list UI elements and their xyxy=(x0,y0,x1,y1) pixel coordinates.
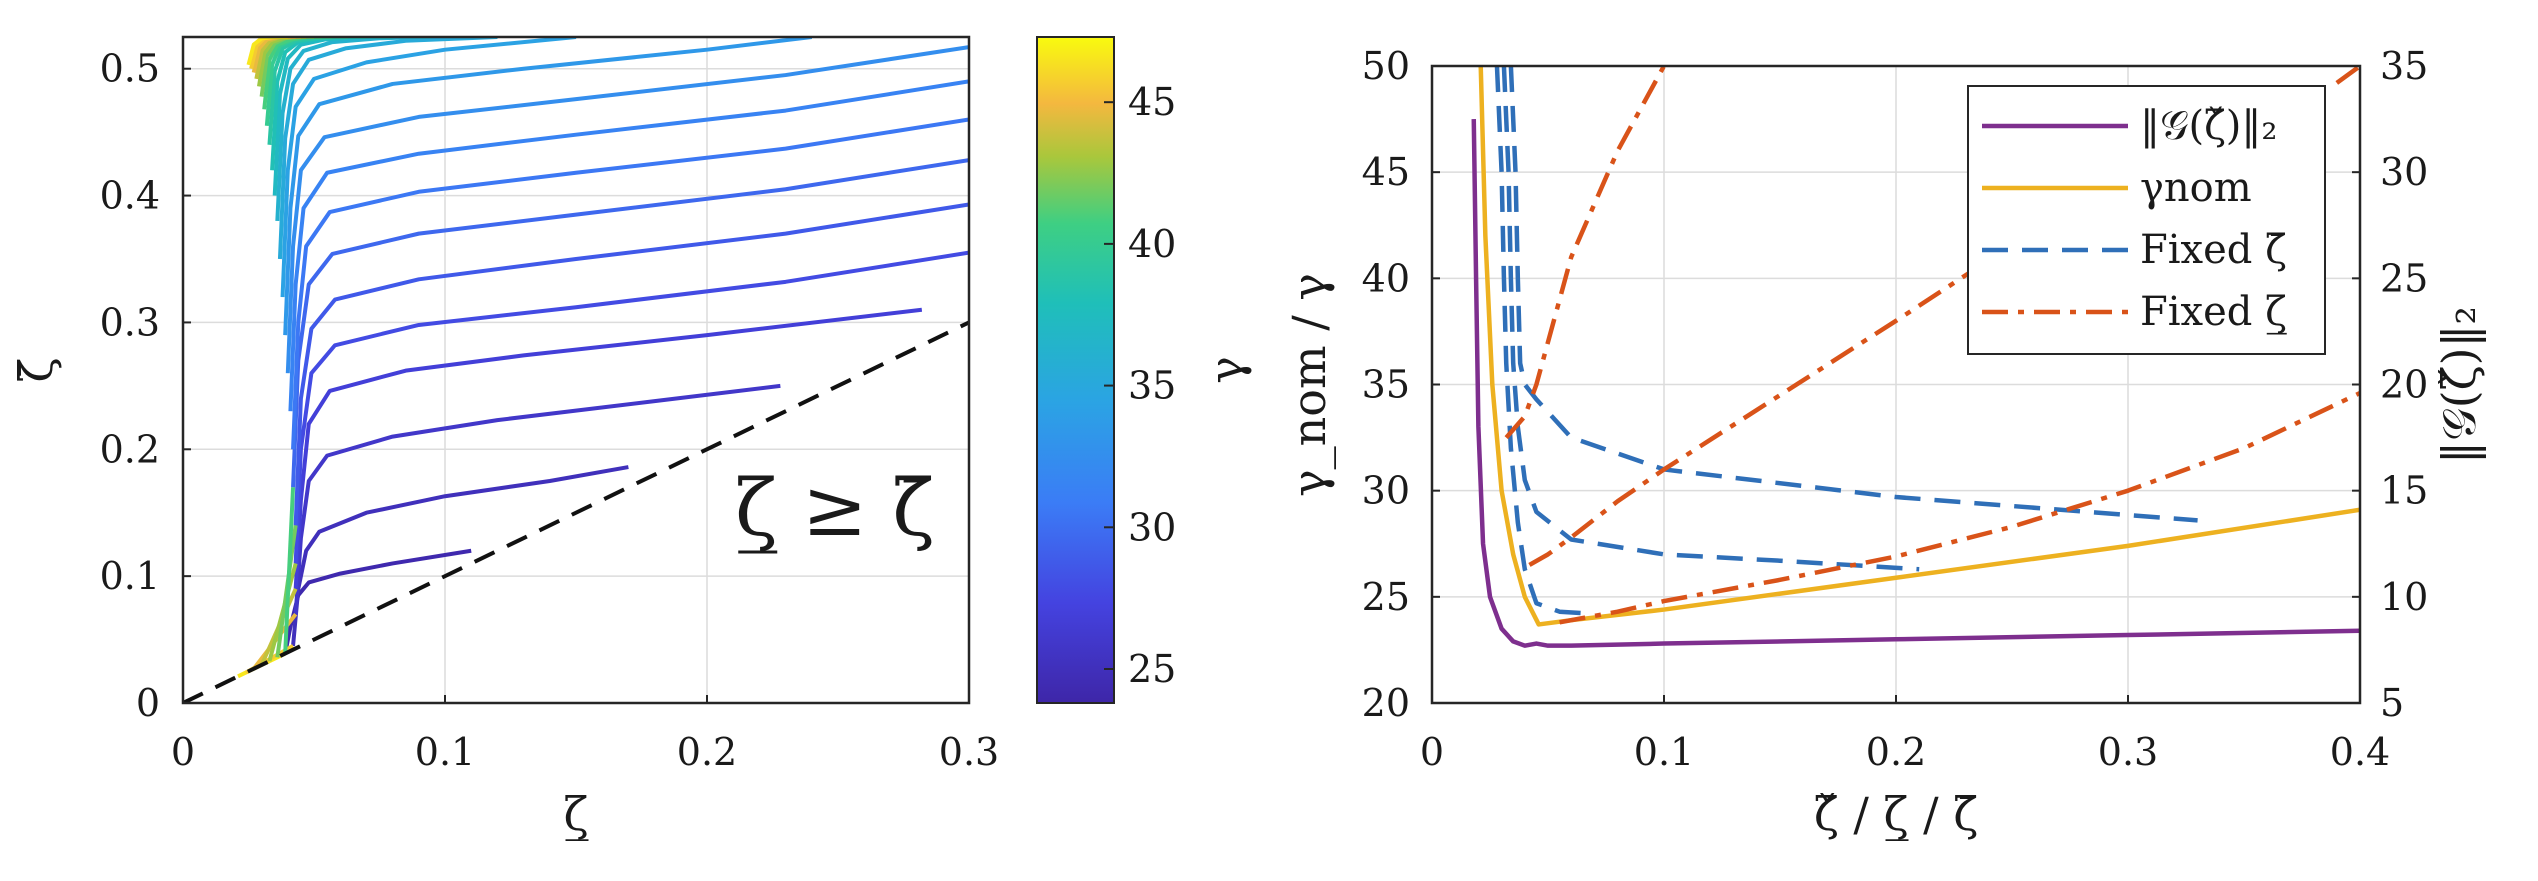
right-chart: 0 0.1 0.2 0.3 0.4 20 25 30 35 40 45 50 5 10 15 20 25 30 35… xyxy=(1282,44,2486,841)
left-ytick-label: 0.4 xyxy=(100,174,160,218)
gamma-curve xyxy=(280,37,577,298)
gamma-curve xyxy=(272,37,393,196)
right-y2label: ‖𝒢(ζ̌)‖₂ xyxy=(2432,306,2486,464)
gamma-curve xyxy=(254,37,301,80)
colorbar-tick-label: 45 xyxy=(1128,80,1176,124)
right-xtick-label: 0 xyxy=(1420,730,1444,774)
right-y2tick-label: 25 xyxy=(2380,256,2428,300)
right-ylabel: γ_nom / γ xyxy=(1282,273,1336,497)
right-y2tick-label: 10 xyxy=(2380,575,2428,619)
series-line xyxy=(1494,66,1595,617)
right-xtick-label: 0.4 xyxy=(2330,730,2390,774)
gamma-curve xyxy=(277,37,498,260)
legend-label: ‖𝒢(ζ̌)‖₂ xyxy=(2140,103,2277,149)
colorbar-ticks: 25 30 35 40 45 xyxy=(1104,80,1176,691)
series-line xyxy=(1508,66,2198,523)
right-y2tick-label: 30 xyxy=(2380,150,2428,194)
colorbar-gradient xyxy=(1036,36,1115,704)
right-ytick-label: 20 xyxy=(1362,681,1410,725)
gamma-curve xyxy=(293,202,969,526)
right-tick-labels: 0 0.1 0.2 0.3 0.4 20 25 30 35 40 45 50 5 10 15 20 25 30 35 xyxy=(1362,44,2429,774)
series-line xyxy=(1478,66,2360,627)
boundary-line xyxy=(183,320,969,703)
legend-label: Fixed ζ̄ xyxy=(2140,227,2287,273)
colorbar-tick-label: 30 xyxy=(1128,505,1176,549)
gamma-curve xyxy=(249,37,291,70)
left-annotation: ζ̲ ≥ ζ̄ xyxy=(735,464,935,554)
gamma-curve xyxy=(288,79,969,412)
colorbar-label: γ xyxy=(1199,356,1253,384)
left-curves xyxy=(183,37,969,703)
gamma-curve xyxy=(291,465,629,647)
series-line xyxy=(1471,119,2360,648)
gamma-curve xyxy=(293,383,781,615)
right-ytick-label: 30 xyxy=(1362,469,1410,513)
series-line xyxy=(1559,390,2360,625)
right-xtick-label: 0.2 xyxy=(1866,730,1926,774)
right-ytick-label: 50 xyxy=(1362,44,1410,88)
left-xtick-label: 0 xyxy=(171,730,195,774)
series-line xyxy=(1528,212,2060,567)
series-line xyxy=(1501,66,1920,572)
right-ytick-label: 35 xyxy=(1362,363,1410,407)
left-ytick-label: 0.3 xyxy=(100,300,160,344)
legend-label: γnom xyxy=(2140,165,2252,211)
right-xtick-label: 0.1 xyxy=(1634,730,1694,774)
gamma-curve xyxy=(291,117,969,450)
right-curves xyxy=(1471,66,2360,648)
gamma-curve xyxy=(293,307,923,589)
gamma-curve xyxy=(246,37,288,66)
colorbar-tick-label: 40 xyxy=(1128,222,1176,266)
gamma-curve xyxy=(251,37,296,73)
right-ytick-label: 40 xyxy=(1362,256,1410,300)
right-y2tick-label: 20 xyxy=(2380,363,2428,407)
left-ytick-label: 0.1 xyxy=(100,554,160,598)
legend: ‖𝒢(ζ̌)‖₂ γnom Fixed ζ̄ Fixed ζ̲ xyxy=(1967,85,2326,355)
left-tick-labels: 0 0.1 0.2 0.3 0 0.1 0.2 0.3 0.4 0.5 xyxy=(100,47,1000,774)
left-plot-frame xyxy=(181,35,971,705)
left-xtick-label: 0.1 xyxy=(415,730,475,774)
legend-label: Fixed ζ̲ xyxy=(2140,289,2287,335)
left-chart: 0 0.1 0.2 0.3 0 0.1 0.2 0.3 0.4 0.5 ζ̲ ζ̄ ζ̲ ≥ ζ̄ xyxy=(9,35,1000,841)
colorbar-tick-label: 35 xyxy=(1128,364,1176,408)
left-xlabel: ζ̲ xyxy=(564,787,589,841)
right-y2tick-label: 15 xyxy=(2380,469,2428,513)
left-ytick-label: 0 xyxy=(136,681,160,725)
right-y2tick-label: 35 xyxy=(2380,44,2428,88)
gamma-curve xyxy=(283,37,813,336)
gamma-curve xyxy=(283,548,472,654)
left-xtick-label: 0.2 xyxy=(677,730,737,774)
series-line xyxy=(1504,66,1666,440)
right-ytick-label: 45 xyxy=(1362,150,1410,194)
colorbar: 25 30 35 40 45 γ xyxy=(1036,36,1253,704)
gamma-curve xyxy=(291,158,969,488)
right-ytick-label: 25 xyxy=(1362,575,1410,619)
left-ytick-label: 0.2 xyxy=(100,427,160,471)
left-xtick-label: 0.3 xyxy=(939,730,999,774)
colorbar-tick-label: 25 xyxy=(1128,647,1176,691)
gamma-curve xyxy=(285,45,969,374)
series-line xyxy=(2335,66,2360,85)
right-xtick-label: 0.3 xyxy=(2098,730,2158,774)
gamma-curve xyxy=(293,250,969,564)
left-ylabel: ζ̄ xyxy=(9,358,63,383)
gamma-curve-start xyxy=(283,487,296,654)
left-ytick-label: 0.5 xyxy=(100,47,160,91)
right-xlabel: ζ̌ / ζ̲ / ζ̄ xyxy=(1814,787,1978,841)
legend-box xyxy=(1967,85,2326,355)
right-y2tick-label: 5 xyxy=(2380,681,2404,725)
